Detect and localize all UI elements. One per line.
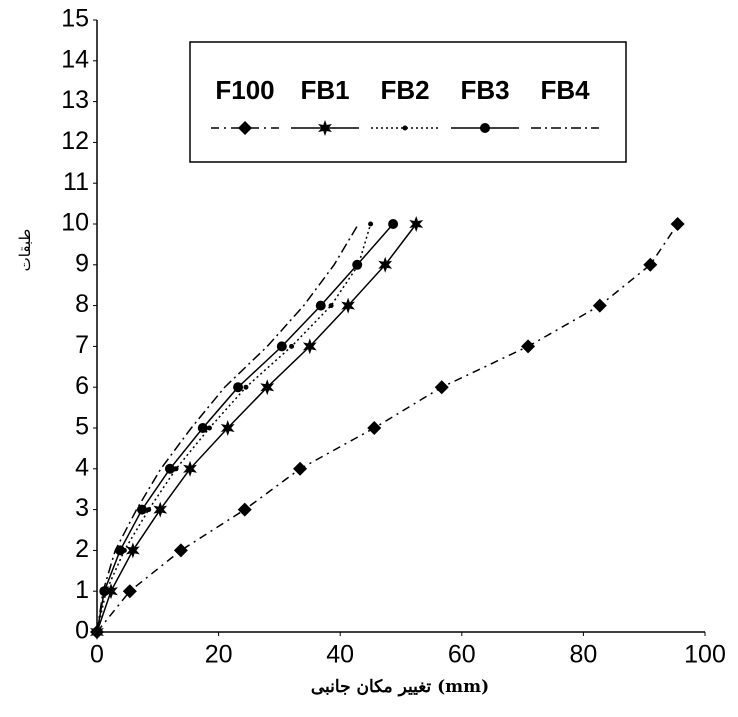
y-tick-label: 2 [75,535,89,563]
x-tick-label: 20 [205,641,233,669]
x-tick-label: 80 [569,641,597,669]
marker [670,217,685,231]
marker [368,221,374,227]
y-tick-label: 13 [61,86,89,114]
series-line [96,223,394,633]
y-tick-label: 4 [75,453,89,481]
y-tick-label: 9 [75,249,89,277]
marker [220,420,235,436]
y-tick-label: 1 [75,576,89,604]
marker [378,256,393,273]
y-tick-label: 8 [75,290,89,318]
y-tick-label: 5 [75,413,89,441]
y-tick-label: 10 [61,209,89,237]
marker [164,463,175,474]
legend-marker [318,120,332,136]
marker [302,338,317,355]
y-tick-label: 14 [61,45,89,73]
marker [237,502,252,517]
marker [341,297,356,314]
marker [173,543,188,558]
y-tick-label: 6 [75,372,89,400]
marker [260,379,275,396]
y-tick-label: 0 [75,617,89,645]
marker [99,586,110,597]
marker [367,421,382,435]
x-tick-label: 40 [326,641,354,669]
y-tick-label: 12 [61,127,89,155]
marker [104,583,118,600]
marker [243,384,249,390]
marker [643,257,658,272]
legend-label: FB2 [380,75,429,105]
marker [592,298,607,313]
marker [521,339,536,354]
legend-marker [480,123,490,133]
marker [293,461,308,476]
marker [146,507,152,513]
legend-label: F100 [215,75,274,105]
x-tick-label: 0 [90,641,104,669]
marker [289,343,295,349]
marker [125,542,140,559]
legend-label: FB3 [460,75,509,105]
marker [115,545,126,556]
series-line [96,223,360,633]
legend-label: FB4 [540,75,590,105]
legend-box [189,41,627,163]
marker [388,219,399,229]
y-tick-label: 3 [75,494,89,522]
y-tick-label: 11 [63,168,89,196]
y-axis-label: طبقات [17,229,34,272]
series-line [96,223,679,633]
series-line [96,223,372,633]
marker [183,460,197,477]
marker [328,303,334,309]
x-axis-label: تغییر مکان جانبی (mm) [311,677,489,697]
marker [233,382,244,393]
marker [315,300,326,311]
x-tick-label: 60 [448,641,476,669]
y-tick-label: 7 [75,331,89,359]
marker [434,380,449,395]
legend-label: FB1 [300,75,349,105]
marker [409,216,424,232]
y-tick-label: 15 [61,5,89,33]
marker [136,504,147,515]
x-tick-label: 100 [684,641,726,669]
legend-marker [402,125,408,131]
legend-marker [238,121,252,135]
marker [276,341,287,352]
marker [206,425,212,431]
marker [122,584,137,599]
marker [153,501,168,518]
marker [197,423,208,433]
marker [352,259,363,270]
